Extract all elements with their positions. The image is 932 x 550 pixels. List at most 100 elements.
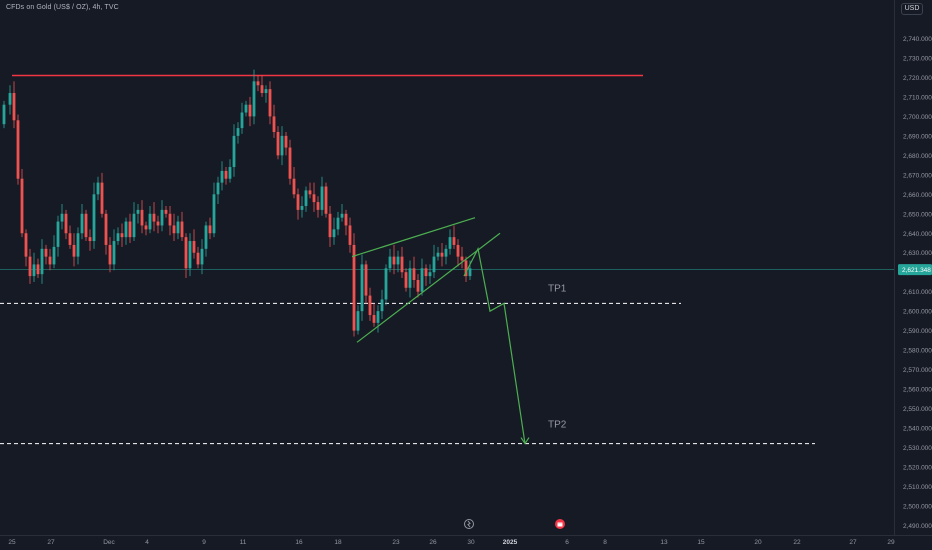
y-tick-label: 2,600.000: [903, 309, 932, 316]
candle: [224, 167, 228, 185]
candle: [92, 182, 96, 249]
candle: [396, 250, 400, 273]
x-tick-label: 2025: [503, 539, 518, 546]
candle: [264, 85, 268, 103]
candle: [52, 235, 56, 269]
candle: [340, 204, 344, 222]
candle: [160, 200, 164, 232]
candle: [180, 211, 184, 242]
candle: [436, 246, 440, 261]
candle: [216, 176, 220, 205]
projection-path[interactable]: [463, 247, 526, 444]
candle: [388, 248, 392, 273]
calendar-event-icon[interactable]: [555, 519, 565, 529]
candle: [320, 176, 324, 216]
y-tick-label: 2,540.000: [903, 426, 932, 433]
y-tick-label: 2,570.000: [903, 367, 932, 374]
currency-button[interactable]: USD: [901, 3, 923, 15]
candle: [44, 244, 48, 265]
y-tick-label: 2,680.000: [903, 153, 932, 160]
candle: [252, 69, 256, 125]
candle: [464, 256, 468, 282]
y-tick-label: 2,580.000: [903, 348, 932, 355]
dividend-icon[interactable]: [464, 519, 474, 529]
candle: [248, 96, 252, 127]
y-tick-label: 2,500.000: [903, 503, 932, 510]
candle: [140, 200, 144, 234]
candle: [368, 287, 372, 321]
candle: [332, 217, 336, 245]
candle: [412, 256, 416, 288]
x-tick-label: 23: [392, 539, 400, 546]
candle: [80, 204, 84, 240]
candle: [64, 209, 68, 240]
candle: [40, 239, 44, 284]
candle: [112, 229, 116, 271]
y-tick-label: 2,530.000: [903, 445, 932, 452]
candle: [232, 124, 236, 177]
candle: [384, 264, 388, 306]
y-tick-label: 2,490.000: [903, 523, 932, 530]
y-tick-label: 2,560.000: [903, 387, 932, 394]
candle: [428, 264, 432, 284]
x-tick-label: 25: [8, 539, 16, 546]
y-tick-label: 2,730.000: [903, 55, 932, 62]
current-price-text: 2,621.348: [902, 267, 931, 274]
candle: [448, 229, 452, 255]
wedge-upper-line[interactable]: [351, 217, 476, 258]
candle: [136, 204, 140, 224]
candle: [424, 264, 428, 286]
candle: [352, 233, 356, 337]
candle: [76, 227, 80, 265]
candle: [288, 139, 292, 185]
candle: [376, 305, 380, 333]
candle: [32, 252, 36, 282]
x-tick-label: 30: [467, 539, 475, 546]
candle: [292, 167, 296, 199]
candle: [300, 196, 304, 218]
candle: [96, 176, 100, 201]
candle: [124, 217, 128, 245]
candle: [116, 227, 120, 245]
candle: [324, 182, 328, 218]
candle: [164, 205, 168, 218]
candle: [344, 209, 348, 236]
price-axis-layer[interactable]: 2,740.000 2,730.000 2,720.000 2,710.000 2,70…: [894, 0, 932, 535]
candle: [268, 81, 272, 125]
x-tick-label: 26: [429, 539, 437, 546]
candle: [36, 258, 40, 279]
y-tick-label: 2,520.000: [903, 464, 932, 471]
x-tick-label: 8: [603, 539, 607, 546]
y-tick-label: 2,590.000: [903, 328, 932, 335]
y-tick-label: 2,650.000: [903, 211, 932, 218]
y-tick-label: 2,630.000: [903, 250, 932, 257]
candle: [172, 213, 176, 242]
y-tick-label: 2,660.000: [903, 192, 932, 199]
projection-arrowhead: [520, 437, 530, 445]
candle: [196, 246, 200, 269]
x-tick-label: 20: [754, 539, 762, 546]
y-tick-label: 2,510.000: [903, 484, 932, 491]
candle: [24, 229, 28, 267]
current-price-tag: 2,621.348: [898, 264, 932, 276]
candle: [228, 159, 232, 183]
x-tick-label: Dec: [103, 539, 115, 546]
candle: [84, 209, 88, 242]
y-tick-label: 2,710.000: [903, 94, 932, 101]
candle: [444, 244, 448, 265]
candle: [280, 126, 284, 166]
candle: [156, 215, 160, 234]
candle: [184, 233, 188, 279]
candle: [420, 258, 424, 296]
candle: [220, 161, 224, 191]
candle: [408, 260, 412, 298]
candle: [120, 223, 124, 247]
candle: [200, 239, 204, 275]
candle: [28, 248, 32, 284]
time-axis-layer[interactable]: 25 27 Dec 4 9 11 16 18 23 26 30 2025 6 8 13 15 20 22 27 29: [0, 535, 932, 547]
candle: [88, 229, 92, 251]
candle: [336, 211, 340, 236]
candle: [72, 233, 76, 267]
